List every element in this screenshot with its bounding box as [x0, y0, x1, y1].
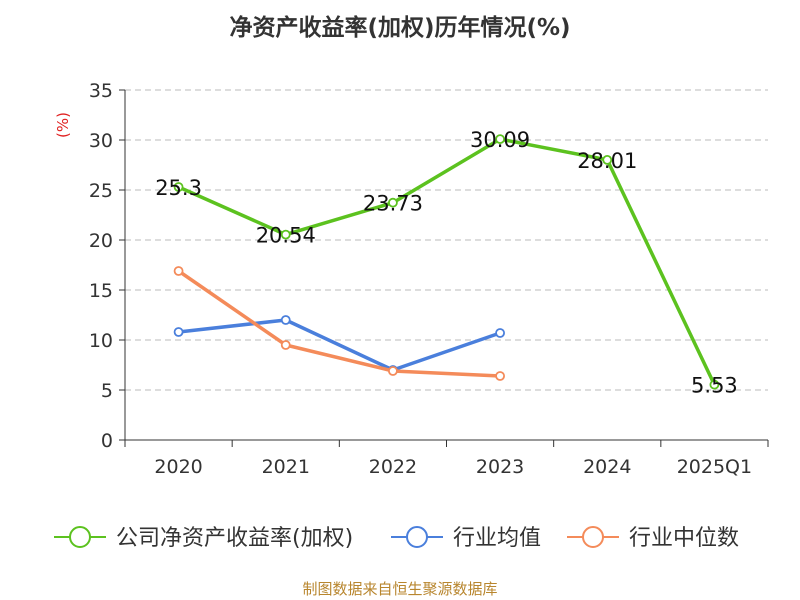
data-point: [280, 315, 291, 325]
data-label: 25.3: [155, 176, 202, 200]
data-point: [495, 134, 505, 145]
legend-marker: [69, 526, 91, 548]
legend-label: 行业中位数: [629, 526, 739, 551]
chart-title: 净资产收益率(加权)历年情况(%): [229, 15, 571, 41]
series-line: [177, 137, 716, 386]
series-line: [178, 318, 501, 372]
y-axis-label: (%): [54, 112, 72, 138]
y-tick-label: 15: [89, 280, 113, 302]
x-tick-label: 2024: [583, 456, 631, 478]
data-point: [495, 328, 505, 338]
legend: 公司净资产收益率(加权) 行业均值 行业中位数: [54, 526, 739, 551]
legend-label: 行业均值: [453, 526, 541, 551]
data-label: 5.53: [691, 374, 738, 398]
data-point: [388, 197, 398, 208]
data-point: [280, 229, 291, 240]
data-point: [602, 154, 613, 165]
legend-label: 公司净资产收益率(加权): [116, 526, 353, 551]
data-label: 28.01: [577, 149, 637, 173]
data-label: 23.73: [363, 192, 423, 216]
gridlines: [125, 89, 768, 391]
x-tick-label: 2022: [369, 456, 417, 478]
data-point: [388, 366, 398, 376]
legend-marker: [582, 526, 604, 548]
y-tick-label: 30: [89, 130, 113, 152]
data-point: [495, 371, 505, 381]
data-point: [709, 379, 720, 390]
series: [173, 134, 720, 390]
y-tick-label: 5: [101, 380, 113, 402]
data-labels: 25.3 20.54 23.73 30.09 28.01 5.53: [155, 128, 738, 398]
x-tick-label: 2025Q1: [677, 456, 752, 478]
x-tick-label: 2023: [476, 456, 524, 478]
source-footer: 制图数据来自恒生聚源数据库: [302, 580, 498, 598]
x-tick-label: 2021: [262, 456, 310, 478]
data-label: 30.09: [470, 128, 530, 152]
x-tick-label: 2020: [154, 456, 202, 478]
data-point: [173, 182, 184, 192]
data-label: 20.54: [256, 224, 316, 248]
data-point: [173, 266, 184, 276]
y-tick-label: 35: [89, 80, 113, 102]
data-point: [280, 340, 291, 350]
y-tick-label: 0: [101, 430, 113, 452]
data-point: [173, 327, 184, 337]
y-tick-label: 10: [89, 330, 113, 352]
y-tick-label: 20: [89, 230, 113, 252]
y-tick-label: 25: [89, 180, 113, 202]
axes: 0 5 10 15 20 25 30 35 2020 2021 2022 2023 2024 2025Q1…: [54, 80, 769, 478]
legend-marker: [406, 526, 428, 548]
series-line: [177, 269, 501, 378]
